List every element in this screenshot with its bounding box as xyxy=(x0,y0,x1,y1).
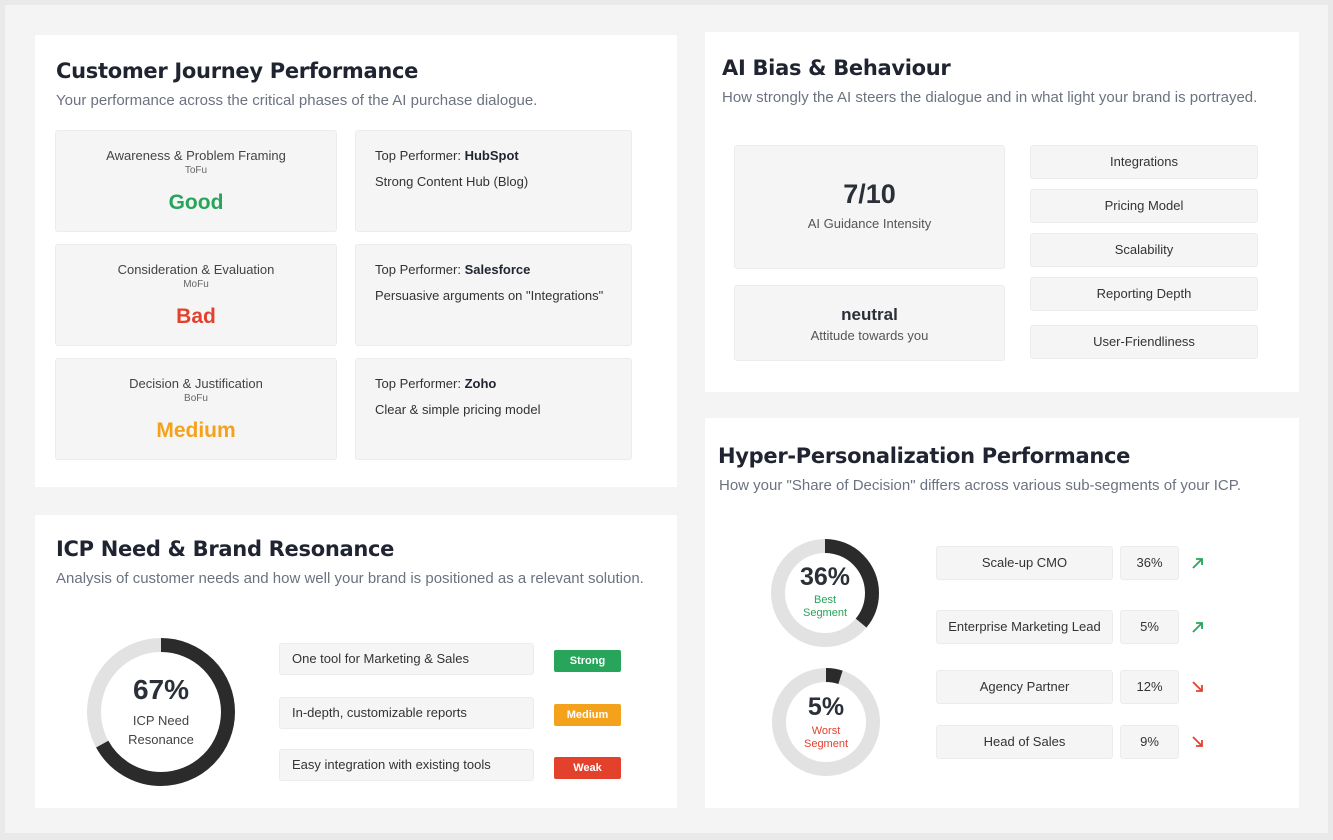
attitude-label: Attitude towards you xyxy=(810,328,929,343)
card-subtitle: Your performance across the critical pha… xyxy=(56,92,538,109)
worst-segment-value: 5% xyxy=(807,693,845,721)
top-performer-name: HubSpot xyxy=(464,148,519,163)
segment-share: 9% xyxy=(1120,725,1179,759)
topic-chip: Pricing Model xyxy=(1030,189,1258,223)
trend-down-icon xyxy=(1192,736,1203,747)
top-performer-reason: Clear & simple pricing model xyxy=(375,402,541,417)
segment-name: Scale-up CMO xyxy=(936,546,1113,580)
phase-rating: Good xyxy=(168,191,224,214)
best-segment-label-line1: Best xyxy=(813,594,836,606)
phase-rating: Bad xyxy=(176,305,216,328)
customer-journey-card: Customer Journey Performance Your perfor… xyxy=(35,35,677,487)
top-performer-tile-tofu: Top Performer: HubSpot Strong Content Hu… xyxy=(355,130,632,232)
resonance-donut xyxy=(87,638,235,786)
worst-segment-label-line1: Worst xyxy=(811,725,841,737)
phase-code: MoFu xyxy=(183,279,209,290)
phase-tile-bofu: Decision & Justification BoFu Medium xyxy=(55,358,337,460)
top-performer-name: Zoho xyxy=(464,376,497,391)
phase-name: Awareness & Problem Framing xyxy=(106,148,286,163)
worst-segment-center: 5% Worst Segment xyxy=(771,667,881,777)
resonance-value: 67% xyxy=(132,674,190,705)
donut-value-arc xyxy=(772,668,880,776)
top-performer-reason: Persuasive arguments on "Integrations" xyxy=(375,288,604,303)
segment-name: Enterprise Marketing Lead xyxy=(936,610,1113,644)
topic-chip: Reporting Depth xyxy=(1030,277,1258,311)
ai-bias-card: AI Bias & Behaviour How strongly the AI … xyxy=(705,32,1299,392)
need-row: Easy integration with existing tools xyxy=(279,749,534,781)
card-subtitle: Analysis of customer needs and how well … xyxy=(56,570,644,587)
card-title: Customer Journey Performance xyxy=(56,59,419,83)
card-title: Hyper-Personalization Performance xyxy=(718,444,1131,468)
need-label: In-depth, customizable reports xyxy=(292,705,467,720)
guidance-intensity-tile: 7/10 AI Guidance Intensity xyxy=(734,145,1005,269)
card-subtitle: How strongly the AI steers the dialogue … xyxy=(722,89,1258,106)
top-performer-tile-mofu: Top Performer: Salesforce Persuasive arg… xyxy=(355,244,632,346)
need-strength-badge: Strong xyxy=(554,650,621,672)
worst-segment-label-line2: Segment xyxy=(803,738,849,750)
trend-up-icon xyxy=(1192,622,1203,633)
need-strength-badge: Weak xyxy=(554,757,621,779)
topic-chip: Scalability xyxy=(1030,233,1258,267)
segment-share: 5% xyxy=(1120,610,1179,644)
top-performer-line: Top Performer: HubSpot xyxy=(375,148,519,163)
guidance-label: AI Guidance Intensity xyxy=(807,216,932,231)
need-row: In-depth, customizable reports xyxy=(279,697,534,729)
phase-code: BoFu xyxy=(184,393,208,404)
best-segment-donut xyxy=(771,539,879,647)
trend-down-icon xyxy=(1192,681,1203,692)
donut-value-arc xyxy=(771,539,879,647)
segment-name: Agency Partner xyxy=(936,670,1113,704)
resonance-center: 67% ICP Need Resonance xyxy=(81,632,241,792)
topic-chip: User-Friendliness xyxy=(1030,325,1258,359)
phase-tile-mofu: Consideration & Evaluation MoFu Bad xyxy=(55,244,337,346)
best-segment-value: 36% xyxy=(799,563,851,591)
need-label: One tool for Marketing & Sales xyxy=(292,651,470,666)
resonance-label-line1: ICP Need xyxy=(132,713,190,728)
phase-name: Consideration & Evaluation xyxy=(117,262,275,277)
segment-share: 12% xyxy=(1120,670,1179,704)
top-performer-line: Top Performer: Zoho xyxy=(375,376,497,391)
phase-name: Decision & Justification xyxy=(129,376,263,391)
guidance-value: 7/10 xyxy=(843,179,896,209)
attitude-tile: neutral Attitude towards you xyxy=(734,285,1005,361)
segment-name: Head of Sales xyxy=(936,725,1113,759)
donut-value-arc xyxy=(87,638,235,786)
need-label: Easy integration with existing tools xyxy=(292,757,491,772)
top-performer-name: Salesforce xyxy=(464,262,531,277)
phase-tile-tofu: Awareness & Problem Framing ToFu Good xyxy=(55,130,337,232)
topic-chip: Integrations xyxy=(1030,145,1258,179)
top-performer-reason: Strong Content Hub (Blog) xyxy=(375,174,529,189)
best-segment-label-line2: Segment xyxy=(802,607,848,619)
card-title: ICP Need & Brand Resonance xyxy=(56,537,395,561)
card-title: AI Bias & Behaviour xyxy=(722,56,951,80)
card-subtitle: How your "Share of Decision" differs acr… xyxy=(719,477,1241,494)
need-row: One tool for Marketing & Sales xyxy=(279,643,534,675)
worst-segment-donut xyxy=(772,668,880,776)
trend-up-icon xyxy=(1192,558,1203,569)
segment-share: 36% xyxy=(1120,546,1179,580)
phase-code: ToFu xyxy=(184,165,208,176)
resonance-label-line2: Resonance xyxy=(128,732,194,747)
top-performer-line: Top Performer: Salesforce xyxy=(375,262,531,277)
top-performer-tile-bofu: Top Performer: Zoho Clear & simple prici… xyxy=(355,358,632,460)
attitude-value: neutral xyxy=(841,305,898,324)
need-strength-badge: Medium xyxy=(554,704,621,726)
best-segment-center: 36% Best Segment xyxy=(770,538,880,648)
phase-rating: Medium xyxy=(156,419,236,442)
